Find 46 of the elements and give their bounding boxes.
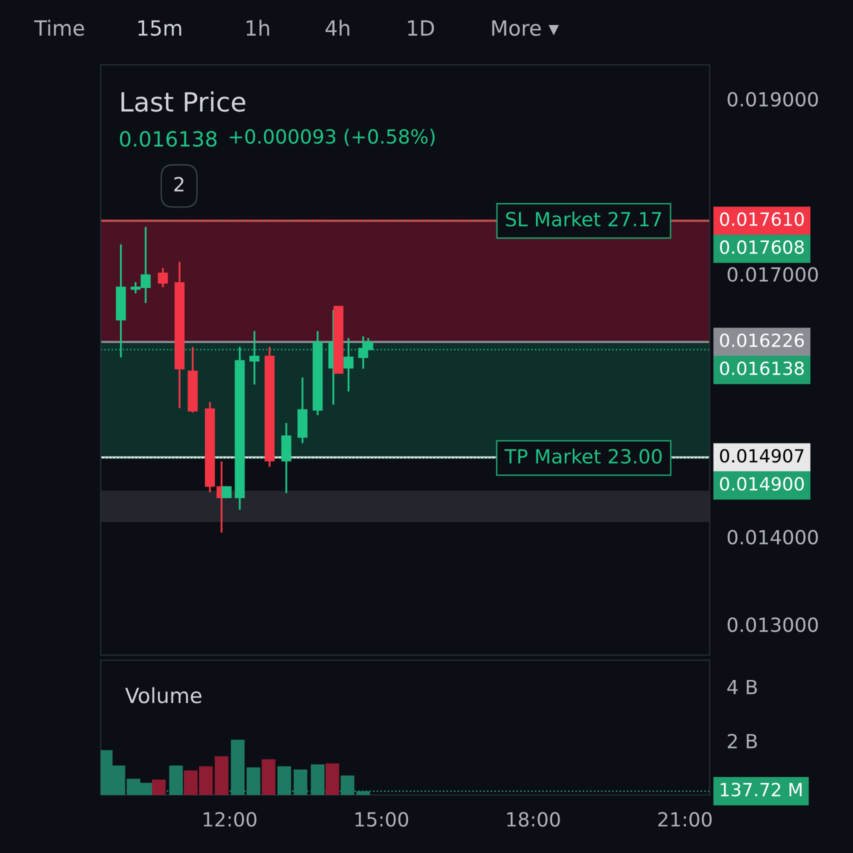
ref-line-label: 0.017608: [720, 240, 804, 254]
y-tick-label: 0.017000: [728, 267, 818, 282]
x-tick-label: 12:00: [204, 812, 256, 827]
ref-line-label: 0.016138: [720, 362, 804, 376]
ref-line-label: 137.72 M: [720, 782, 802, 796]
candlestick: [344, 337, 354, 392]
annotation: TP Market 23.00: [504, 448, 662, 464]
text: Time: [34, 20, 84, 36]
bar: [169, 765, 183, 795]
bar: [310, 764, 324, 795]
bar: [262, 759, 276, 795]
annotation: 0.016138: [120, 131, 217, 147]
annotation: 2: [174, 176, 184, 192]
annotation: SL Market 27.17: [506, 211, 662, 227]
text: 1D: [408, 20, 434, 36]
text: More ▾: [492, 20, 559, 36]
bar: [326, 763, 340, 795]
text: Volume: [125, 687, 202, 704]
y-tick-label: 0.014000: [728, 530, 818, 545]
annotation: +0.000093 (+0.58%): [230, 128, 435, 146]
y-tick-label: 2 B: [728, 734, 757, 748]
bar: [294, 770, 308, 795]
ref-line-label: 0.017610: [720, 212, 804, 226]
y-tick-label: 0.013000: [728, 617, 818, 632]
ref-line-label: 0.014907: [720, 449, 804, 463]
ref-line-label: 0.014900: [720, 477, 804, 491]
bar: [340, 776, 354, 795]
bar: [230, 740, 245, 795]
text: 4h: [326, 20, 350, 36]
bar: [277, 766, 292, 795]
x-tick-label: 21:00: [658, 812, 712, 827]
text: 15m: [138, 20, 182, 36]
candlestick: [158, 267, 168, 288]
x-tick-label: 18:00: [507, 812, 560, 827]
y-tick-label: 0.019000: [728, 92, 818, 107]
bar: [356, 791, 370, 795]
bar: [214, 756, 228, 795]
ref-line-label: 0.016226: [720, 334, 804, 348]
bar: [152, 780, 166, 795]
text: Last Price: [122, 91, 246, 112]
text: 1h: [246, 20, 270, 36]
candlestick: [249, 330, 260, 386]
y-tick-label: 4 B: [727, 680, 757, 694]
candlestick: [222, 486, 232, 498]
x-tick-label: 15:00: [356, 812, 408, 827]
bar: [246, 767, 260, 795]
